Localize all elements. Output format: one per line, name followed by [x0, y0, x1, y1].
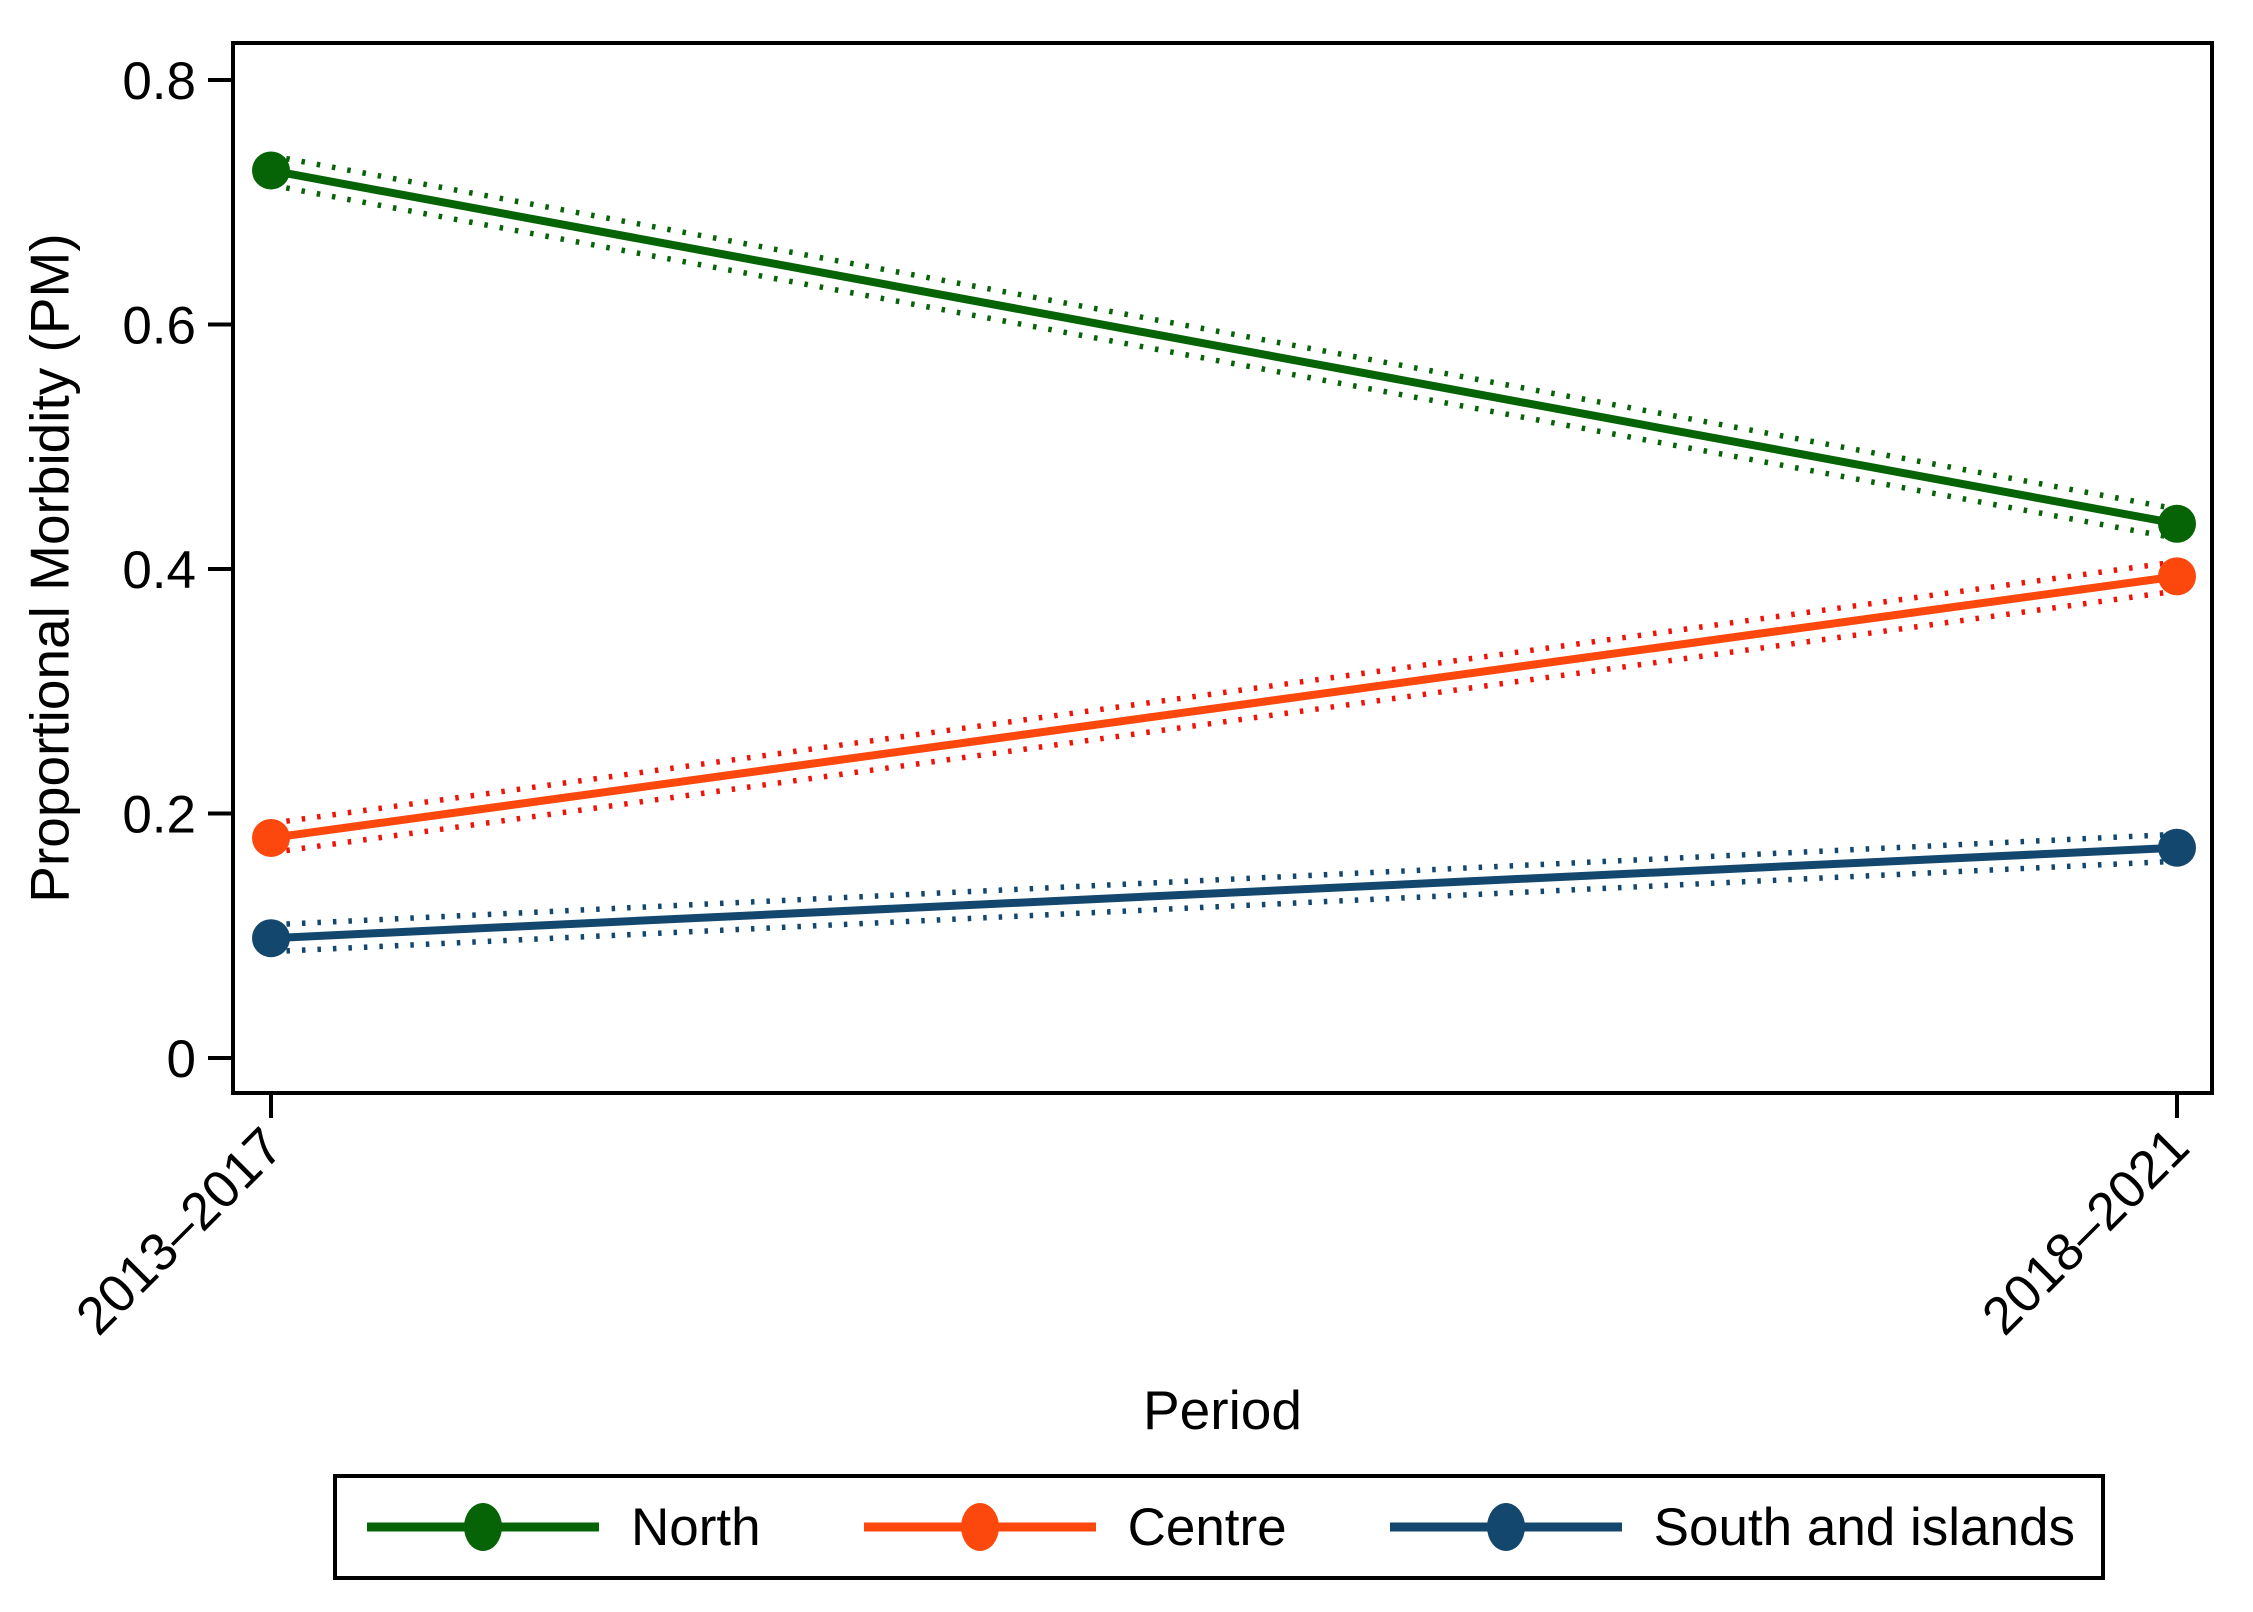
ci-upper-line	[270, 831, 2178, 928]
ci-lower-line	[270, 588, 2178, 856]
legend-entry-centre: Centre	[860, 1495, 1287, 1559]
x-tick-label: 2013–2017	[65, 1117, 294, 1346]
data-point-marker	[2158, 557, 2196, 596]
data-point-marker	[2158, 828, 2196, 867]
x-tick-label: 2018–2021	[1971, 1117, 2200, 1346]
legend-line-marker-icon	[863, 1503, 1096, 1551]
ci-upper-line	[270, 558, 2178, 827]
ci-lower-line	[270, 858, 2178, 955]
legend-entry-south-and-islands: South and islands	[1386, 1495, 2075, 1559]
legend-label: South and islands	[1653, 1497, 2075, 1557]
ci-lower-line	[270, 182, 2178, 542]
data-point-marker	[2158, 504, 2196, 543]
y-tick-label: 0	[167, 1030, 196, 1089]
y-tick-label: 0.2	[122, 786, 196, 845]
y-tick-label: 0.4	[122, 541, 196, 600]
plot-border	[231, 41, 2214, 1095]
legend-label: Centre	[1127, 1497, 1287, 1557]
y-tick-label: 0.8	[122, 52, 196, 111]
legend-label: North	[631, 1497, 761, 1557]
y-tick-label: 0.6	[122, 297, 196, 356]
y-axis-title: Proportional Morbidity (PM)	[19, 233, 81, 903]
legend: North Centre South and islands	[333, 1474, 2105, 1580]
x-axis-title: Period	[1143, 1379, 1302, 1441]
data-point-marker	[252, 919, 290, 958]
legend-entry-north: North	[363, 1495, 761, 1559]
series-line	[270, 166, 2178, 528]
y-axis-title-wrap: Proportional Morbidity (PM)	[0, 43, 100, 1093]
ci-upper-line	[270, 153, 2178, 512]
series-line	[270, 843, 2178, 943]
legend-line-marker-icon	[367, 1503, 599, 1551]
data-point-marker	[252, 151, 290, 190]
series-line	[270, 572, 2178, 842]
data-point-marker	[252, 818, 290, 857]
legend-line-marker-icon	[1389, 1503, 1622, 1551]
